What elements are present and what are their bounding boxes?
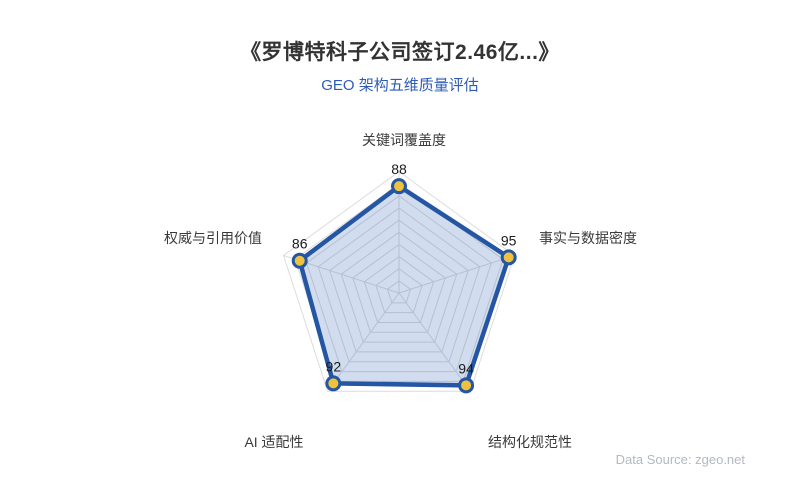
radar-data-point [325, 375, 342, 392]
radar-grid-ring [363, 255, 435, 323]
radar-data-point [391, 178, 407, 195]
radar-value-label: 92 [326, 358, 342, 374]
radar-value-label: 88 [391, 161, 407, 177]
radar-axis-spoke [398, 292, 471, 392]
radar-grid-ring [329, 219, 469, 353]
radar-data-point [291, 252, 308, 269]
chart-subtitle: GEO 架构五维质量评估 [321, 77, 479, 94]
page-title: 《罗博特科子公司签订2.46亿...》 [240, 41, 560, 64]
radar-grid-ring [294, 183, 504, 382]
radar-grid-ring [306, 195, 492, 373]
radar-axis-spoke [398, 255, 515, 294]
radar-value-label: 95 [501, 232, 517, 248]
axis-label-keyword-coverage: 关键词覆盖度 [362, 132, 446, 148]
axis-label-authority-citation: 权威与引用价值 [164, 230, 262, 246]
radar-axis-spoke [327, 292, 400, 392]
radar-data-point [458, 377, 475, 394]
radar-value-label: 86 [292, 236, 308, 252]
data-source-text: Data Source: zgeo.net [615, 452, 745, 467]
radar-grid-ring [317, 207, 481, 363]
radar-data-polygon [297, 183, 511, 388]
radar-data-point [500, 249, 517, 266]
radar-grid-ring [340, 231, 458, 343]
radar-grid-ring [352, 243, 446, 333]
radar-value-label: 94 [458, 360, 474, 376]
radar-grid-ring [282, 170, 516, 392]
radar-grid-ring [386, 280, 412, 304]
axis-label-ai-adaptability: AI 适配性 [244, 434, 304, 450]
radar-grid-ring [375, 268, 423, 314]
axis-label-fact-data-density: 事实与数据密度 [539, 230, 637, 246]
axis-label-structural-standard: 结构化规范性 [488, 434, 572, 450]
